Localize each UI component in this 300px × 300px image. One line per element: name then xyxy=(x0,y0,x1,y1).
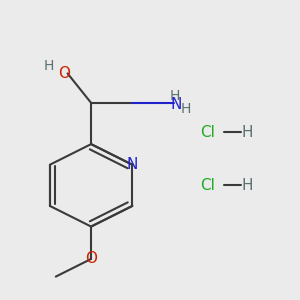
Text: H: H xyxy=(170,88,180,103)
Text: H: H xyxy=(181,102,191,116)
Text: O: O xyxy=(85,251,97,266)
Text: Cl: Cl xyxy=(200,125,215,140)
Text: H: H xyxy=(242,178,253,193)
Text: O: O xyxy=(58,66,70,81)
Text: H: H xyxy=(43,59,54,73)
Text: N: N xyxy=(171,97,182,112)
Text: H: H xyxy=(242,125,253,140)
Text: N: N xyxy=(127,157,138,172)
Text: Cl: Cl xyxy=(200,178,215,193)
